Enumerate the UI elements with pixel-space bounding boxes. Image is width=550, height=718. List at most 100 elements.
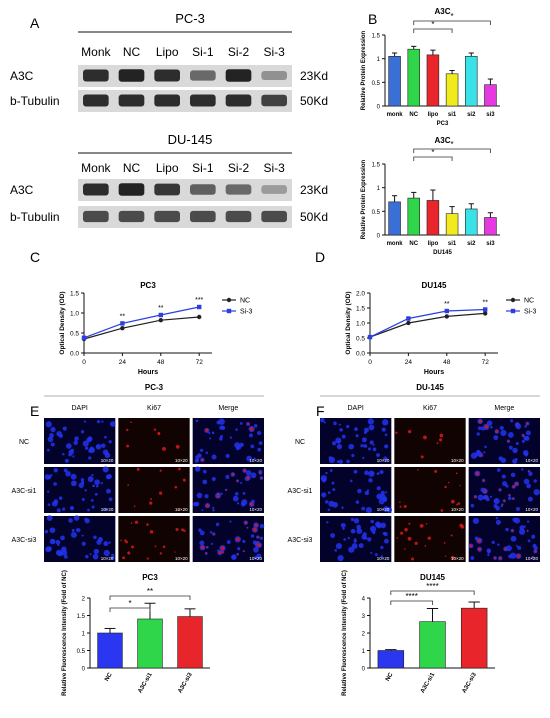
ki67-signal [256, 536, 259, 539]
dapi-nucleus [53, 482, 57, 486]
x-tick-label: monk [387, 112, 404, 118]
ki67-signal [205, 428, 209, 432]
dapi-nucleus [355, 500, 360, 504]
dapi-nucleus [321, 492, 327, 498]
dapi-nucleus [369, 440, 374, 445]
ki67-signal [150, 498, 152, 500]
dapi-nucleus [103, 507, 108, 512]
y-tick-label: 1.5 [77, 614, 86, 620]
dapi-nucleus [62, 452, 65, 456]
dapi-nucleus [324, 500, 329, 504]
dapi-nucleus [229, 520, 232, 523]
dapi-nucleus [505, 527, 509, 532]
significance-label: * [431, 148, 434, 157]
scale-label: 10×20 [451, 556, 464, 561]
dapi-nucleus [197, 453, 202, 459]
scale-label: 10×20 [377, 507, 390, 512]
dapi-nucleus [501, 481, 508, 487]
dapi-nucleus [380, 555, 384, 558]
chart-title: DU145 [420, 573, 445, 582]
dapi-nucleus [368, 478, 373, 483]
ki67-signal [149, 501, 153, 505]
ki67-signal [447, 481, 450, 484]
ki67-signal [478, 547, 482, 551]
dapi-nucleus [47, 436, 54, 443]
dapi-nucleus [380, 522, 387, 529]
line-chart-pc3: PC3 0.0 0.5 1.0 1.5 0 24 48 72 Hours Optical Densi… [59, 281, 253, 376]
ki67-signal [127, 484, 129, 486]
dapi-nucleus [320, 417, 325, 423]
chart-title: DU145 [422, 281, 447, 290]
y-tick-label: 0.5 [356, 336, 365, 343]
ki67-signal [246, 527, 249, 529]
ki67-signal [153, 428, 157, 431]
dapi-nucleus [497, 543, 500, 546]
ki67-signal [425, 523, 428, 525]
y-tick-label: 2 [82, 597, 86, 603]
ki67-signal [498, 556, 502, 560]
ki67-signal [136, 467, 140, 471]
dapi-nucleus [521, 439, 525, 443]
ki67-signal [399, 505, 402, 508]
dapi-nucleus [338, 423, 341, 426]
western-blot-du145: DU-145 Monk NC Lipo Si-1 Si-2 Si-3 A3C 23Kd b-Tub… [10, 132, 328, 228]
dapi-nucleus [385, 491, 388, 494]
x-tick-label: A3C-si3 [462, 671, 479, 694]
dapi-nucleus [500, 457, 507, 463]
blot-title: PC-3 [175, 11, 205, 26]
dapi-nucleus [499, 425, 504, 431]
dapi-nucleus [102, 466, 109, 473]
dapi-nucleus [215, 522, 220, 527]
ki67-signal [175, 444, 180, 449]
x-tick-label: A3C-si1 [137, 671, 154, 694]
dapi-nucleus [58, 496, 63, 500]
ki67-signal [246, 422, 250, 426]
ki67-signal [414, 541, 418, 545]
dapi-nucleus [381, 427, 386, 432]
dapi-nucleus [512, 458, 518, 464]
chart-title: PC3 [142, 573, 158, 582]
x-tick-label: si2 [467, 112, 476, 118]
if-column-label: DAPI [71, 405, 87, 412]
dapi-nucleus [353, 530, 356, 533]
dapi-nucleus [370, 551, 373, 555]
dapi-nucleus [483, 451, 486, 454]
dapi-nucleus [68, 452, 72, 457]
dapi-nucleus [104, 435, 107, 439]
dapi-nucleus [87, 436, 93, 442]
x-tick-label: 24 [119, 359, 127, 366]
ki67-signal [254, 523, 258, 527]
ki67-signal [235, 537, 240, 542]
dapi-nucleus [251, 499, 255, 504]
y-tick-label: 0 [362, 667, 366, 673]
dapi-nucleus [83, 420, 87, 423]
dapi-nucleus [380, 545, 384, 550]
significance-bracket [413, 156, 453, 161]
row-kd-label: 50Kd [300, 94, 328, 108]
dapi-nucleus [512, 447, 518, 454]
dapi-nucleus [480, 426, 486, 431]
dapi-nucleus [62, 426, 67, 431]
dapi-nucleus [106, 473, 112, 480]
dapi-nucleus [210, 542, 214, 545]
dapi-nucleus [350, 517, 355, 522]
dapi-nucleus [351, 543, 358, 549]
dapi-nucleus [490, 425, 493, 429]
blot-strip [78, 65, 292, 87]
dapi-nucleus [216, 420, 221, 425]
dapi-nucleus [225, 453, 230, 459]
ki67-signal [457, 502, 461, 505]
ki67-signal [407, 536, 412, 541]
dapi-nucleus [96, 419, 101, 424]
ki67-signal [201, 458, 204, 462]
dapi-nucleus [330, 533, 336, 538]
protein-band [261, 94, 287, 107]
protein-band [83, 69, 109, 82]
ki67-signal [259, 471, 262, 475]
ki67-signal [205, 504, 210, 508]
ki67-signal [212, 533, 215, 536]
ki67-signal [478, 419, 482, 424]
if-column-label: Ki67 [423, 405, 437, 412]
ki67-signal [244, 521, 248, 525]
dapi-nucleus [383, 532, 388, 537]
